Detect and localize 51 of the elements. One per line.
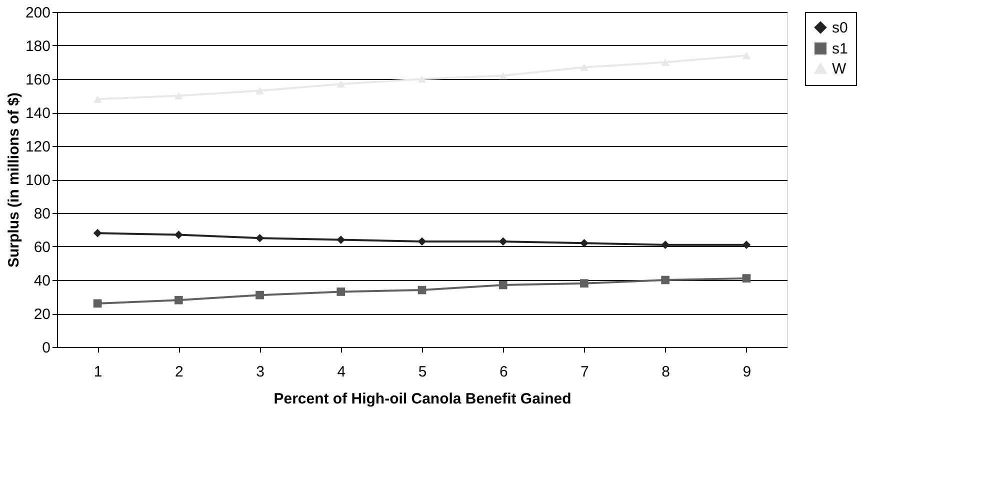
y-tick-label: 40 bbox=[34, 272, 50, 290]
y-tick-label: 20 bbox=[34, 306, 50, 323]
point bbox=[661, 276, 670, 284]
point bbox=[256, 290, 264, 300]
point bbox=[93, 95, 102, 103]
x-tick-label: 9 bbox=[742, 364, 752, 380]
x-tick-label: 7 bbox=[580, 364, 589, 380]
x-tick-label: 2 bbox=[174, 364, 184, 380]
y-tick-label: 200 bbox=[25, 4, 50, 22]
point bbox=[742, 274, 751, 283]
legend-label: s0 bbox=[832, 20, 848, 36]
x-tick-label: 3 bbox=[256, 364, 264, 380]
point bbox=[580, 64, 588, 71]
point bbox=[498, 72, 508, 80]
point bbox=[174, 296, 183, 304]
point bbox=[256, 234, 264, 242]
y-tick-label: 80 bbox=[34, 206, 50, 222]
point bbox=[336, 80, 346, 88]
legend-label: s1 bbox=[832, 40, 848, 58]
point bbox=[661, 58, 670, 66]
point bbox=[418, 286, 426, 294]
point bbox=[336, 236, 346, 244]
y-tick-label: 180 bbox=[25, 38, 50, 55]
point bbox=[742, 240, 751, 250]
point bbox=[418, 75, 426, 83]
y-tick-label: 160 bbox=[25, 72, 50, 88]
point bbox=[661, 240, 670, 250]
point bbox=[580, 238, 588, 248]
point bbox=[580, 279, 588, 288]
point bbox=[336, 288, 346, 296]
point bbox=[418, 237, 426, 246]
point bbox=[93, 228, 102, 238]
legend-label: W bbox=[832, 60, 847, 78]
x-tick-label: 6 bbox=[499, 364, 508, 380]
y-tick-label: 0 bbox=[42, 340, 50, 356]
point bbox=[93, 299, 102, 308]
y-tick-label: 140 bbox=[25, 105, 50, 122]
y-tick-label: 100 bbox=[25, 172, 50, 189]
y-tick-label: 60 bbox=[34, 239, 50, 256]
y-axis-title: Surplus (in millions of $) bbox=[5, 92, 22, 268]
point bbox=[256, 87, 264, 94]
point bbox=[498, 280, 508, 290]
point bbox=[742, 52, 751, 60]
x-tick-label: 4 bbox=[337, 364, 346, 380]
x-axis-title: Percent of High-oil Canola Benefit Gained bbox=[274, 390, 572, 408]
x-tick-label: 5 bbox=[418, 364, 427, 380]
point bbox=[174, 92, 183, 100]
point bbox=[174, 230, 183, 239]
x-tick-label: 1 bbox=[94, 364, 102, 380]
x-tick-label: 8 bbox=[662, 364, 670, 380]
y-tick-label: 120 bbox=[25, 138, 50, 156]
